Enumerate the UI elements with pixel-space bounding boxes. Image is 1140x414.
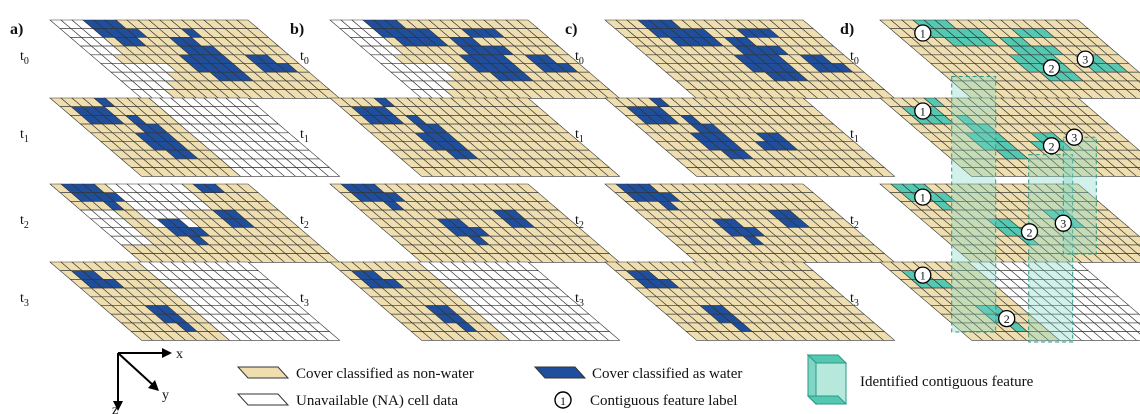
feature-label-badge: 3 (1054, 214, 1072, 232)
grid-layer-t1 (49, 97, 341, 177)
time-label: t2 (300, 213, 309, 231)
time-label: t3 (20, 291, 29, 309)
time-label: t2 (20, 213, 29, 231)
legend-feature-swatch (806, 353, 848, 406)
time-label: t1 (300, 127, 309, 145)
svg-text:3: 3 (1071, 131, 1077, 145)
grid-layer-t3 (879, 261, 1140, 341)
grid-layer-t1 (329, 97, 621, 177)
legend-nonwater-swatch (236, 366, 290, 379)
feature-label-badge: 1 (914, 102, 932, 120)
time-label: t1 (850, 127, 859, 145)
grid-layer-t0 (879, 19, 1140, 99)
svg-text:3: 3 (1082, 53, 1088, 67)
grid-layer-t0 (329, 19, 621, 99)
legend-na-label: Unavailable (NA) cell data (296, 393, 458, 409)
time-label: t1 (575, 127, 584, 145)
time-label: t3 (575, 291, 584, 309)
feature-label-badge: 2 (1042, 59, 1061, 77)
legend-water-label: Cover classified as water (592, 366, 742, 382)
svg-text:2: 2 (1049, 61, 1055, 75)
time-label: t2 (850, 213, 859, 231)
grid-layer-t0 (604, 19, 896, 99)
feature-label-badge: 3 (1065, 128, 1083, 146)
axis-z-label: z (112, 403, 118, 414)
time-label: t3 (300, 291, 309, 309)
panel-letter: b) (290, 21, 304, 38)
svg-text:1: 1 (920, 269, 926, 283)
svg-text:2: 2 (1004, 312, 1010, 326)
grid-layer-t3 (49, 261, 341, 341)
grid-layer-t3 (329, 261, 621, 341)
time-label: t0 (850, 49, 859, 67)
feature-label-badge: 3 (1076, 50, 1094, 68)
grid-layer-t1 (604, 97, 896, 177)
grid-layer-t2 (49, 183, 341, 263)
legend: x y z Cover classified as non-water Cove… (112, 347, 1034, 414)
legend-label-symbol: 1 (554, 391, 572, 409)
panel-letter: a) (10, 21, 23, 38)
feature-overlays (951, 76, 1097, 343)
grid-layer-t1 (879, 97, 1140, 177)
svg-text:2: 2 (1049, 139, 1055, 153)
feature-label-badge: 2 (998, 309, 1016, 328)
svg-text:1: 1 (920, 27, 926, 41)
axis-y-label: y (162, 388, 169, 403)
svg-text:1: 1 (560, 394, 566, 408)
grid-layer-t2 (604, 183, 896, 263)
panel-b: b) t0 t1 t2 t3 (290, 19, 621, 341)
panel-d: d) t0 t1 t2 t3 (840, 19, 1140, 341)
legend-nonwater-label: Cover classified as non-water (296, 366, 474, 382)
axis-x-label: x (176, 347, 183, 362)
feature-label-badge: 1 (914, 24, 932, 42)
legend-water-swatch (533, 366, 587, 379)
panel-a: a) t0 t1 t2 t3 (10, 19, 341, 341)
feature-1-prism (951, 76, 997, 333)
panels: a) t0 t1 t2 t3 b) t0 t1 t2 t3 c) t0 t1 t2 t3 d) t0 t1 t2 t3 (10, 19, 1140, 341)
svg-text:1: 1 (920, 191, 926, 205)
feature-label-badge: 2 (1042, 137, 1061, 155)
time-label: t2 (575, 213, 584, 231)
svg-text:3: 3 (1060, 217, 1066, 231)
feature-3-prism (1062, 136, 1097, 255)
time-label: t1 (20, 127, 29, 145)
time-label: t0 (300, 49, 309, 67)
panel-letter: d) (840, 21, 854, 38)
legend-na-swatch (236, 393, 290, 406)
time-label: t0 (20, 49, 29, 67)
grid-layer-t2 (329, 183, 621, 263)
time-label: t0 (575, 49, 584, 67)
svg-text:2: 2 (1027, 225, 1033, 239)
grid-layer-t3 (604, 261, 896, 341)
feature-label-badge: 1 (914, 266, 932, 284)
legend-label-text: Contiguous feature label (590, 393, 737, 409)
svg-text:1: 1 (920, 105, 926, 119)
legend-feature-label: Identified contiguous feature (860, 374, 1034, 390)
time-label: t3 (850, 291, 859, 309)
feature-label-badge: 2 (1020, 223, 1039, 241)
axes-icon: x y z (112, 347, 183, 414)
feature-2-prism (1028, 154, 1074, 343)
grid-layer-t0 (49, 19, 341, 99)
panel-c: c) t0 t1 t2 t3 (565, 19, 896, 341)
panel-letter: c) (565, 21, 577, 38)
feature-label-badge: 1 (914, 188, 932, 206)
labels: 1 2 3 1 2 3 1 2 3 1 2 (914, 24, 1094, 328)
